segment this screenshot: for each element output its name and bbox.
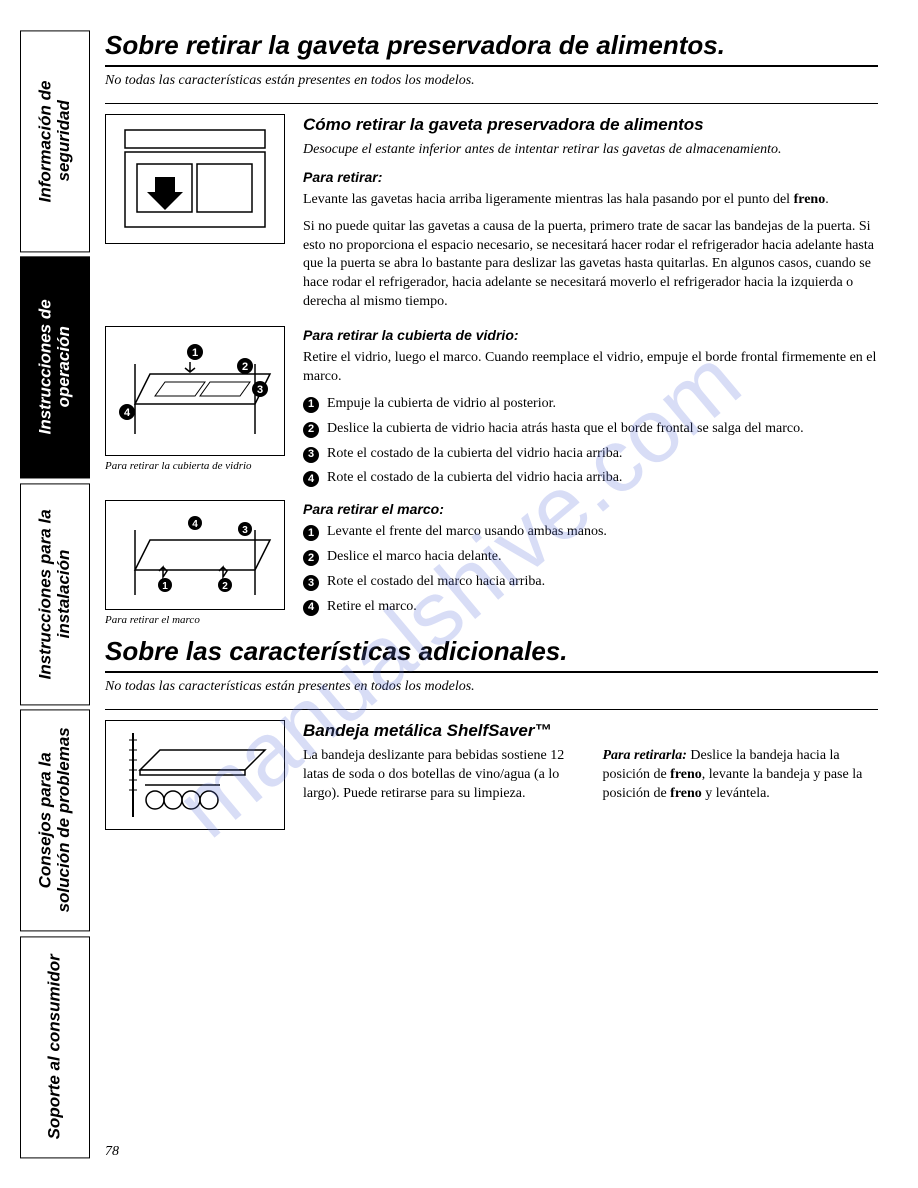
tab-problemas: Consejos para la solución de problemas bbox=[20, 709, 90, 931]
block2-steps: 1Empuje la cubierta de vidrio al posteri… bbox=[303, 395, 878, 489]
divider-thin-2 bbox=[105, 709, 878, 710]
svg-text:2: 2 bbox=[222, 581, 228, 592]
section2-text: Bandeja metálica ShelfSaver™ La bandeja … bbox=[303, 720, 878, 830]
block1-text: Cómo retirar la gaveta preservadora de a… bbox=[303, 114, 878, 320]
page-number: 78 bbox=[105, 1144, 119, 1160]
tab-seguridad: Información de seguridad bbox=[20, 30, 90, 252]
section2-title: Sobre las características adicionales. bbox=[105, 636, 878, 667]
block2-caption: Para retirar la cubierta de vidrio bbox=[105, 460, 285, 472]
block1-para1: Levante las gavetas hacia arriba ligeram… bbox=[303, 191, 878, 210]
list-item: 4Rote el costado de la cubierta del vidr… bbox=[303, 469, 878, 488]
block1-heading: Cómo retirar la gaveta preservadora de a… bbox=[303, 114, 878, 137]
list-item: 1Empuje la cubierta de vidrio al posteri… bbox=[303, 395, 878, 414]
illus-frame-remove: 1 2 4 3 bbox=[105, 500, 285, 610]
block1-sub-heading: Para retirar: bbox=[303, 168, 878, 187]
list-item: 2Deslice el marco hacia delante. bbox=[303, 548, 878, 567]
block1-para2: Si no puede quitar las gavetas a causa d… bbox=[303, 218, 878, 312]
svg-text:4: 4 bbox=[192, 519, 198, 530]
divider-thick bbox=[105, 65, 878, 67]
block3-text: Para retirar el marco: 1Levante el frent… bbox=[303, 500, 878, 626]
section2-illus bbox=[105, 720, 285, 830]
tab-consumidor: Soporte al consumidor bbox=[20, 936, 90, 1158]
tab-operacion: Instrucciones de operación bbox=[20, 256, 90, 478]
sidebar-tabs: Información de seguridad Instrucciones d… bbox=[20, 30, 90, 1158]
illus-glass-remove: 1 2 3 4 bbox=[105, 326, 285, 456]
list-item: 3Rote el costado de la cubierta del vidr… bbox=[303, 445, 878, 464]
svg-text:1: 1 bbox=[162, 581, 168, 592]
page-container: Información de seguridad Instrucciones d… bbox=[0, 0, 918, 1188]
block2-illus: 1 2 3 4 Para retirar la cubierta de vidr… bbox=[105, 326, 285, 494]
block3-heading: Para retirar el marco: bbox=[303, 500, 878, 519]
illus-shelfsaver bbox=[105, 720, 285, 830]
block1-row: Cómo retirar la gaveta preservadora de a… bbox=[105, 114, 878, 320]
section1-note: No todas las características están prese… bbox=[105, 73, 878, 89]
section1-title: Sobre retirar la gaveta preservadora de … bbox=[105, 30, 878, 61]
svg-text:2: 2 bbox=[242, 361, 248, 373]
list-item: 3Rote el costado del marco hacia arriba. bbox=[303, 573, 878, 592]
block3-steps: 1Levante el frente del marco usando amba… bbox=[303, 523, 878, 617]
section2-col1: La bandeja deslizante para bebidas sosti… bbox=[303, 747, 579, 804]
section2-row: Bandeja metálica ShelfSaver™ La bandeja … bbox=[105, 720, 878, 830]
svg-text:3: 3 bbox=[242, 525, 248, 536]
main-content: Sobre retirar la gaveta preservadora de … bbox=[105, 30, 878, 1158]
block2-para1: Retire el vidrio, luego el marco. Cuando… bbox=[303, 349, 878, 387]
block3-caption: Para retirar el marco bbox=[105, 614, 285, 626]
list-item: 1Levante el frente del marco usando amba… bbox=[303, 523, 878, 542]
block2-heading: Para retirar la cubierta de vidrio: bbox=[303, 326, 878, 345]
list-item: 4Retire el marco. bbox=[303, 598, 878, 617]
section2-two-col: La bandeja deslizante para bebidas sosti… bbox=[303, 747, 878, 804]
block3-illus: 1 2 4 3 Para retirar el marco bbox=[105, 500, 285, 626]
svg-text:3: 3 bbox=[257, 384, 263, 396]
divider-thick-2 bbox=[105, 671, 878, 673]
svg-text:1: 1 bbox=[192, 347, 198, 359]
illus-drawer-remove bbox=[105, 114, 285, 244]
divider-thin bbox=[105, 103, 878, 104]
block2-text: Para retirar la cubierta de vidrio: Reti… bbox=[303, 326, 878, 494]
section2-note: No todas las características están prese… bbox=[105, 679, 878, 695]
svg-text:4: 4 bbox=[124, 407, 131, 419]
block1-instr-note: Desocupe el estante inferior antes de in… bbox=[303, 141, 878, 160]
section2-block-heading: Bandeja metálica ShelfSaver™ bbox=[303, 720, 878, 743]
block3-row: 1 2 4 3 Para retirar el marco Para retir… bbox=[105, 500, 878, 626]
list-item: 2Deslice la cubierta de vidrio hacia atr… bbox=[303, 420, 878, 439]
tab-instalacion: Instrucciones para la instalación bbox=[20, 483, 90, 705]
block2-row: 1 2 3 4 Para retirar la cubierta de vidr… bbox=[105, 326, 878, 494]
block1-illus bbox=[105, 114, 285, 320]
section2-col2: Para retirarla: Deslice la bandeja hacia… bbox=[603, 747, 879, 804]
